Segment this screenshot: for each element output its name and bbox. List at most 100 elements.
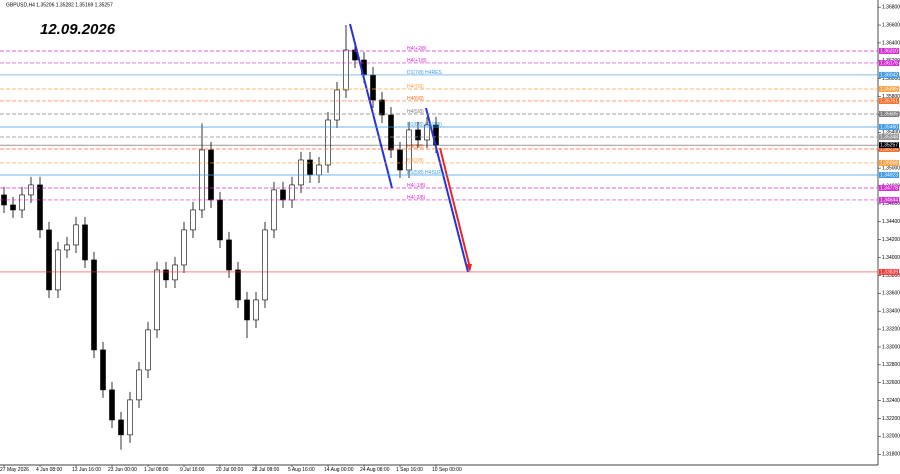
y-tick-label: 1.34200 xyxy=(882,237,900,243)
candle-body xyxy=(172,264,178,281)
candle-body xyxy=(82,224,88,261)
x-tick-label: 23 Jun 00:00 xyxy=(108,467,137,473)
x-tick-label: 27 May 2026 xyxy=(0,467,29,473)
y-tick-label: 1.33400 xyxy=(882,309,900,315)
level-price-label: 1.36310 xyxy=(880,48,898,54)
x-tick-label: 28 Jul 08:00 xyxy=(252,467,279,473)
candle-body xyxy=(217,199,223,241)
candle-body xyxy=(154,269,160,331)
candle-body xyxy=(289,184,295,201)
y-tick-label: 1.35400 xyxy=(882,130,900,136)
y-tick-label: 1.32600 xyxy=(882,380,900,386)
candle-body xyxy=(136,369,142,401)
candle-body xyxy=(10,204,16,211)
candle-body xyxy=(181,229,187,266)
candle-body xyxy=(127,399,133,436)
candle-body xyxy=(46,229,52,291)
trend-line xyxy=(425,107,469,273)
candle-body xyxy=(325,119,331,166)
level-label: H4(-2/8) xyxy=(407,195,426,201)
level-label: H4(3/8) xyxy=(407,144,424,150)
level-price-box xyxy=(879,85,899,92)
candle-body xyxy=(388,114,394,151)
y-tick-label: 1.32400 xyxy=(882,398,900,404)
level-label: D1(7/8) H4RES xyxy=(407,70,442,76)
candle-body xyxy=(226,239,232,271)
current-price-box xyxy=(879,142,899,149)
level-price-label: 1.35751 xyxy=(880,98,898,104)
candle-body xyxy=(397,149,403,171)
candle-body xyxy=(253,299,259,321)
candle-body xyxy=(406,129,412,171)
y-tick-label: 1.36000 xyxy=(882,76,900,82)
level-price-box xyxy=(879,159,899,166)
level-price-label: 1.35885 xyxy=(880,86,898,92)
y-tick-label: 1.34000 xyxy=(882,255,900,261)
level-price-box xyxy=(879,59,899,66)
candle-body xyxy=(379,99,385,116)
candle-body xyxy=(118,419,124,436)
candle-body xyxy=(262,229,268,301)
x-tick-label: 9 Jul 16:00 xyxy=(180,467,205,473)
trend-line xyxy=(349,23,393,189)
y-tick-label: 1.36400 xyxy=(882,40,900,46)
level-price-box xyxy=(879,268,899,275)
level-price-label: 1.36042 xyxy=(880,72,898,78)
current-price-label: 1.35257 xyxy=(880,142,898,148)
candle-body xyxy=(199,149,205,211)
y-tick-label: 1.35000 xyxy=(882,165,900,171)
symbol-header: GBPUSD,H4 1.35206 1.35282 1.35169 1.3525… xyxy=(6,2,113,8)
level-price-box xyxy=(879,71,899,78)
candle-body xyxy=(424,124,430,141)
level-label: H4(5/8) xyxy=(407,109,424,115)
candle-body xyxy=(307,159,313,176)
y-tick-label: 1.34600 xyxy=(882,201,900,207)
candle-body xyxy=(163,269,169,281)
candle-body xyxy=(91,259,97,351)
candle-body xyxy=(280,189,286,201)
level-price-box xyxy=(879,145,899,152)
x-tick-label: 4 Jun 08:00 xyxy=(36,467,62,473)
x-tick-label: 12 Jun 16:00 xyxy=(72,467,101,473)
candle-body xyxy=(316,164,322,176)
candle-body xyxy=(64,244,70,251)
candle-body xyxy=(244,299,250,321)
level-label: H4(7/8) xyxy=(407,84,424,90)
candle-body xyxy=(100,349,106,391)
level-price-box xyxy=(879,123,899,130)
candle-body xyxy=(109,389,115,421)
level-price-label: 1.34778 xyxy=(880,185,898,191)
y-tick-label: 1.32200 xyxy=(882,416,900,422)
level-price-box xyxy=(879,111,899,118)
forecast-arrow xyxy=(439,147,470,265)
level-label: D1(5/8) H4SUP xyxy=(407,170,442,176)
level-label: H4(-1/8) xyxy=(407,183,426,189)
level-price-label: 1.34923 xyxy=(880,172,898,178)
y-tick-label: 1.33800 xyxy=(882,273,900,279)
level-price-label: 1.35460 xyxy=(880,124,898,130)
level-label: H4(2/8) xyxy=(407,158,424,164)
x-tick-label: 1 Sep 16:00 xyxy=(396,467,423,473)
x-tick-label: 14 Aug 00:00 xyxy=(324,467,354,473)
candle-body xyxy=(343,49,349,91)
candle-body xyxy=(19,194,25,211)
level-price-box xyxy=(879,133,899,140)
x-tick-label: 5 Aug 16:00 xyxy=(288,467,315,473)
y-tick-label: 1.31800 xyxy=(882,452,900,458)
candle-body xyxy=(55,249,61,291)
x-tick-label: 1 Jul 08:00 xyxy=(144,467,169,473)
y-tick-label: 1.35800 xyxy=(882,94,900,100)
candle-body xyxy=(271,189,277,231)
x-tick-label: 10 Sep 00:00 xyxy=(432,467,462,473)
y-tick-label: 1.32000 xyxy=(882,434,900,440)
y-tick-label: 1.36600 xyxy=(882,22,900,28)
level-label: H4(+2/8) xyxy=(407,46,427,52)
candle-body xyxy=(73,224,79,246)
level-price-label: 1.35214 xyxy=(880,146,898,152)
level-price-box xyxy=(879,196,899,203)
level-price-label: 1.35605 xyxy=(880,111,898,117)
level-price-label: 1.34644 xyxy=(880,197,898,203)
level-label: H4(+1/8) xyxy=(407,58,427,64)
